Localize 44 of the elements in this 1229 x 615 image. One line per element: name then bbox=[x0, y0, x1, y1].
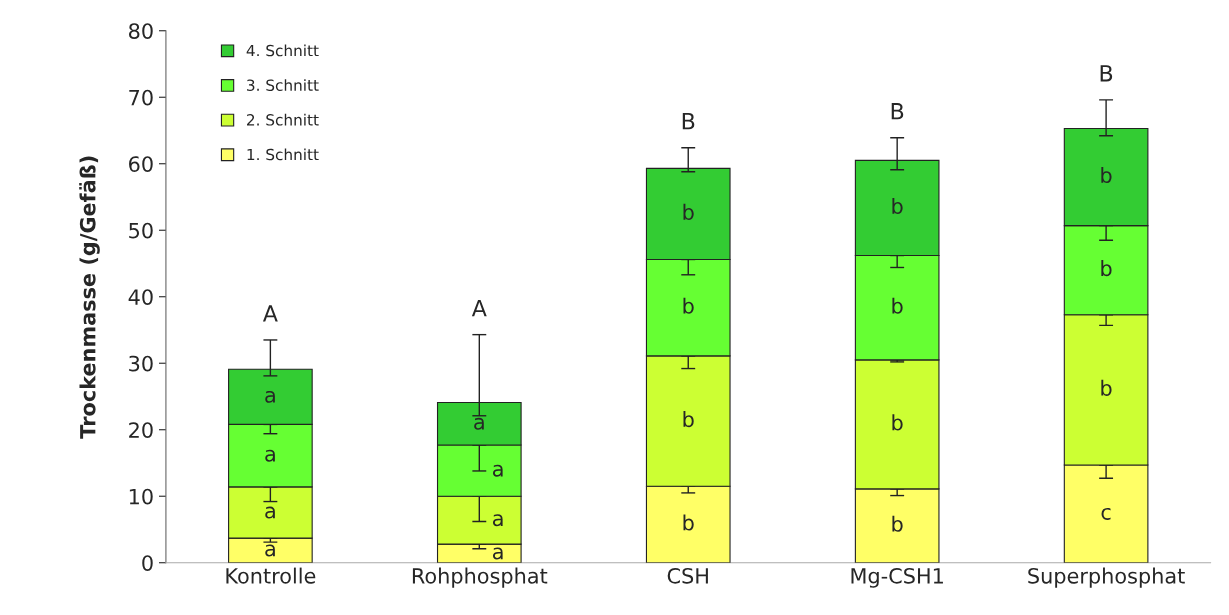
data-label: a bbox=[265, 390, 275, 403]
data-label: a bbox=[265, 544, 275, 557]
data-label: b bbox=[1101, 379, 1112, 396]
data-label: b bbox=[892, 414, 903, 431]
data-label: b bbox=[1101, 166, 1112, 184]
x-tick-label: Rohphosphat bbox=[412, 567, 548, 588]
y-tick-label: 30 bbox=[129, 355, 153, 372]
data-label: b bbox=[892, 197, 903, 215]
annotation: B bbox=[891, 103, 904, 120]
y-tick-label: 20 bbox=[129, 422, 153, 438]
data-label: a bbox=[492, 514, 503, 527]
x-tick-label: Superphosphat bbox=[1028, 567, 1185, 588]
y-axis-title: Trockenmasse (g/Gefäß) bbox=[79, 156, 100, 439]
data-label: b bbox=[892, 297, 903, 314]
y-tick-label: 60 bbox=[129, 156, 153, 172]
annotation: B bbox=[682, 113, 695, 130]
y-tick-label: 10 bbox=[129, 488, 153, 505]
legend-label: 4. Schnitt bbox=[246, 44, 319, 57]
y-tick-label: 50 bbox=[129, 222, 153, 239]
data-label: a bbox=[265, 506, 275, 519]
data-label: b bbox=[683, 297, 694, 314]
x-tick-label: Kontrolle bbox=[226, 567, 316, 584]
annotation: B bbox=[1100, 65, 1113, 82]
data-label: b bbox=[683, 411, 694, 428]
data-label: b bbox=[683, 203, 694, 220]
data-label: a bbox=[474, 417, 484, 430]
data-label: b bbox=[683, 514, 694, 531]
annotation: A bbox=[471, 299, 487, 317]
legend-label: 2. Schnitt bbox=[247, 113, 319, 126]
y-tick-label: 0 bbox=[142, 555, 153, 571]
data-label: b bbox=[892, 515, 903, 532]
y-tick-label: 80 bbox=[129, 23, 153, 39]
x-tick-label: CSH bbox=[667, 567, 708, 584]
data-label: a bbox=[492, 464, 503, 477]
data-label: b bbox=[1101, 260, 1112, 277]
annotation: A bbox=[262, 305, 278, 322]
legend-label: 1. Schnitt bbox=[247, 148, 319, 161]
legend-label: 3. Schnitt bbox=[247, 79, 319, 91]
x-tick-label: Mg-CSH1 bbox=[851, 567, 943, 588]
y-tick-label: 40 bbox=[128, 289, 153, 305]
y-tick-label: 70 bbox=[129, 89, 153, 106]
data-label: c bbox=[1101, 507, 1111, 520]
data-label: a bbox=[265, 449, 275, 462]
data-label: a bbox=[492, 547, 503, 560]
